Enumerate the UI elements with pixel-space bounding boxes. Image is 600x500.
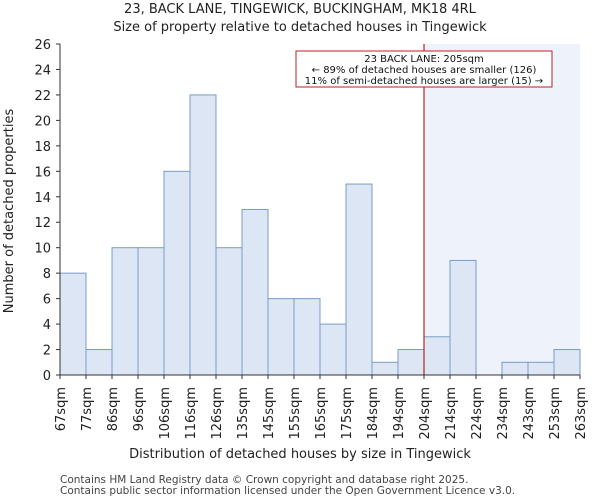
highlight-region xyxy=(424,44,580,375)
x-tick-label: 126sqm xyxy=(210,387,225,440)
annotation-line-2: ← 89% of detached houses are smaller (12… xyxy=(312,65,537,76)
y-tick-label: 16 xyxy=(34,165,51,180)
x-tick-label: 263sqm xyxy=(574,387,589,440)
bar xyxy=(137,247,165,376)
x-tick-label: 214sqm xyxy=(444,387,459,440)
x-tick-label: 106sqm xyxy=(158,387,173,440)
x-tick-label: 135sqm xyxy=(236,387,251,440)
x-tick-label: 184sqm xyxy=(366,387,381,440)
bar xyxy=(267,298,295,376)
x-tick-label: 234sqm xyxy=(496,387,511,440)
x-tick-label: 155sqm xyxy=(288,387,303,440)
bar xyxy=(449,259,477,376)
y-tick-label: 8 xyxy=(43,267,51,282)
chart-subtitle: Size of property relative to detached ho… xyxy=(113,20,487,35)
x-tick-label: 77sqm xyxy=(80,387,95,431)
chart-title: 23, BACK LANE, TINGEWICK, BUCKINGHAM, MK… xyxy=(124,2,477,17)
annotation-box: 23 BACK LANE: 205sqm ← 89% of detached h… xyxy=(295,50,553,88)
annotation-line-3: 11% of semi-detached houses are larger (… xyxy=(305,76,543,87)
bar xyxy=(293,298,321,376)
bar xyxy=(371,361,399,376)
footer-line-1: Contains HM Land Registry data © Crown c… xyxy=(60,474,468,486)
y-tick-label: 12 xyxy=(34,216,51,231)
y-tick-label: 26 xyxy=(34,38,51,53)
bar xyxy=(111,247,139,376)
x-tick-label: 243sqm xyxy=(522,387,537,440)
bar xyxy=(163,170,191,376)
bar xyxy=(397,349,425,376)
annotation-line-1: 23 BACK LANE: 205sqm xyxy=(364,54,484,65)
bar xyxy=(423,336,451,376)
x-tick-label: 116sqm xyxy=(184,387,199,440)
annotation-frame xyxy=(295,50,553,88)
y-tick-label: 0 xyxy=(43,369,51,384)
x-tick-label: 194sqm xyxy=(392,387,407,440)
bar xyxy=(241,209,269,376)
x-tick-label: 204sqm xyxy=(418,387,433,440)
bar xyxy=(527,361,555,376)
bar xyxy=(345,183,373,376)
bar xyxy=(215,247,243,376)
y-tick-label: 2 xyxy=(43,344,51,359)
footer-line-2: Contains public sector information licen… xyxy=(60,485,515,497)
y-tick-label: 22 xyxy=(34,89,51,104)
y-tick-label: 4 xyxy=(43,318,51,333)
bar xyxy=(189,94,217,376)
bar xyxy=(553,349,581,376)
y-tick-label: 6 xyxy=(43,293,51,308)
bar xyxy=(319,323,347,376)
x-tick-label: 67sqm xyxy=(54,387,69,431)
bar xyxy=(85,349,113,376)
y-tick-label: 18 xyxy=(34,140,51,155)
x-axis-label: Distribution of detached houses by size … xyxy=(129,447,471,462)
bar xyxy=(59,272,87,376)
x-tick-label: 145sqm xyxy=(262,387,277,440)
bar xyxy=(501,361,529,376)
x-tick-label: 224sqm xyxy=(470,387,485,440)
y-tick-label: 24 xyxy=(34,63,51,78)
x-tick-label: 253sqm xyxy=(548,387,563,440)
x-tick-label: 165sqm xyxy=(314,387,329,440)
x-tick-label: 86sqm xyxy=(106,387,121,431)
x-tick-label: 175sqm xyxy=(340,387,355,440)
y-tick-label: 14 xyxy=(34,191,51,206)
y-tick-label: 10 xyxy=(34,242,51,257)
y-tick-label: 20 xyxy=(34,114,51,129)
x-tick-label: 96sqm xyxy=(132,387,147,431)
y-axis-label: Number of detached properties xyxy=(2,109,17,314)
